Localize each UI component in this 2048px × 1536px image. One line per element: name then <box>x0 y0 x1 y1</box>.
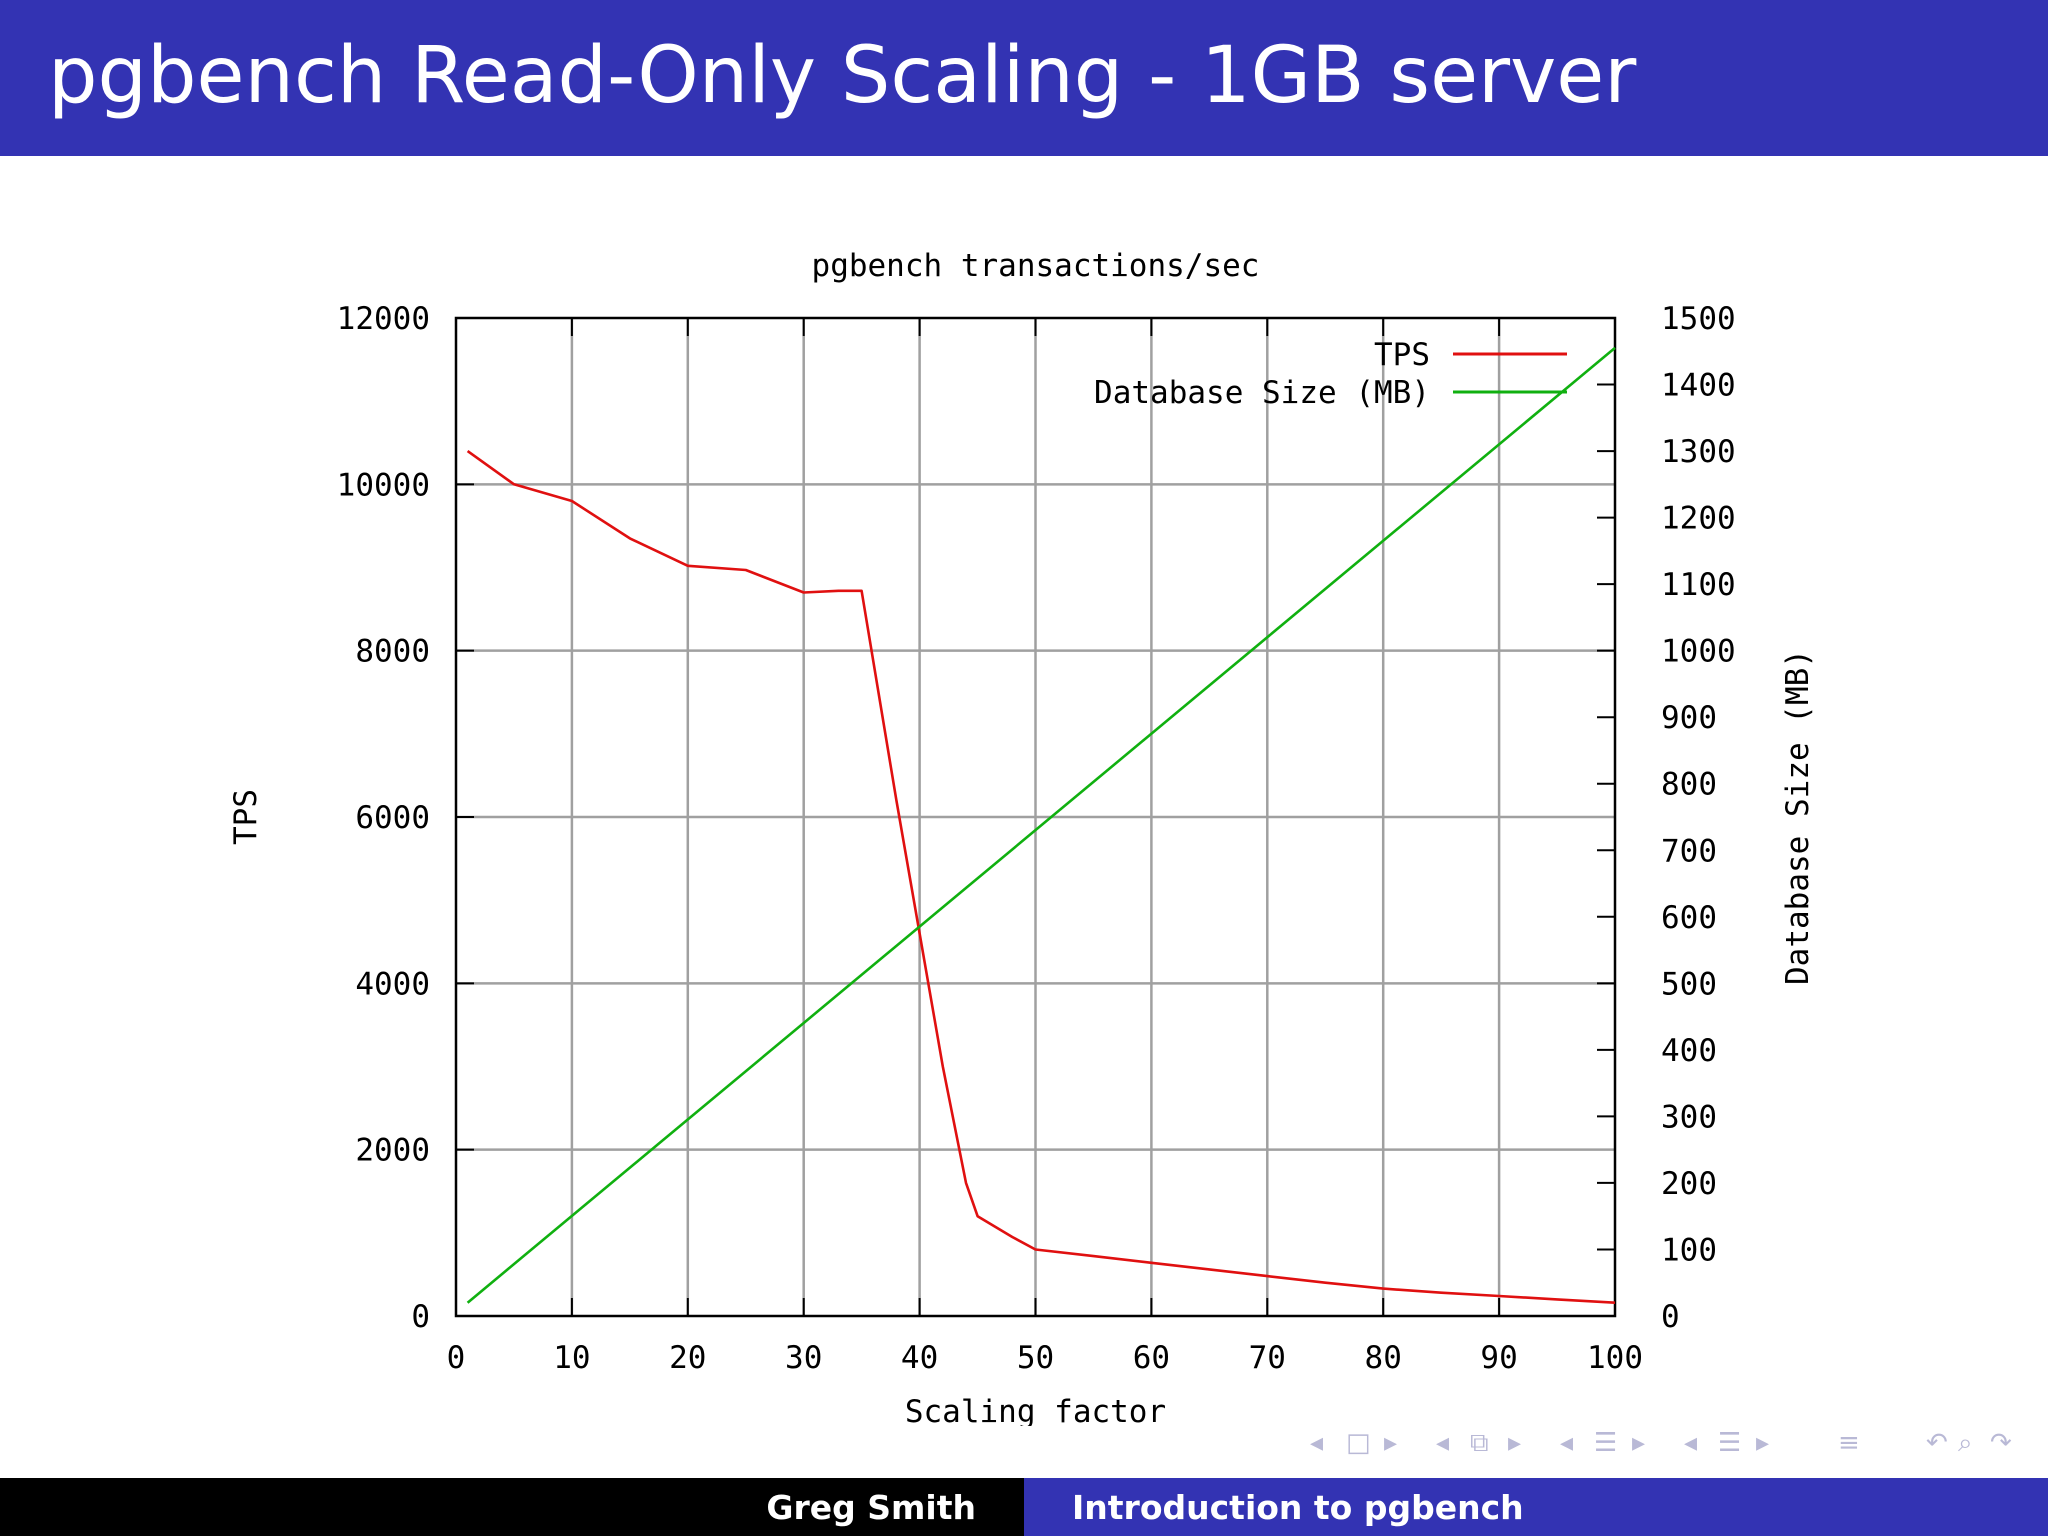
y2-tick-label: 1000 <box>1661 634 1736 670</box>
legend-label: TPS <box>1374 337 1430 373</box>
y2-tick-label: 1100 <box>1661 567 1736 603</box>
legend-label: Database Size (MB) <box>1094 375 1430 411</box>
slide-title: pgbench Read-Only Scaling - 1GB server <box>48 31 1637 121</box>
grid-lines <box>456 318 1615 1316</box>
y-tick-label: 6000 <box>355 800 430 836</box>
y-tick-label: 0 <box>411 1299 430 1335</box>
footer: Greg Smith Introduction to pgbench <box>0 1478 2048 1536</box>
x-tick-label: 10 <box>553 1340 590 1376</box>
nav-undo-icon[interactable]: ↶ <box>1926 1428 1948 1458</box>
x-tick-label: 90 <box>1480 1340 1517 1376</box>
nav-right-icon[interactable]: ▸ <box>1508 1428 1522 1458</box>
y-tick-label: 4000 <box>355 966 430 1002</box>
y2-tick-label: 400 <box>1661 1033 1717 1069</box>
x-tick-label: 30 <box>785 1340 822 1376</box>
nav-align-icon[interactable]: ≡ <box>1838 1428 1860 1458</box>
nav-left-icon[interactable]: ◂ <box>1560 1428 1574 1458</box>
y2-tick-label: 1400 <box>1661 368 1736 404</box>
nav-left-icon[interactable]: ◂ <box>1436 1428 1450 1458</box>
x-tick-label: 20 <box>669 1340 706 1376</box>
y2-tick-label: 200 <box>1661 1166 1717 1202</box>
y2-tick-label: 700 <box>1661 833 1717 869</box>
tps-series-line <box>466 450 1616 1304</box>
y2-tick-label: 500 <box>1661 966 1717 1002</box>
footer-title-panel: Introduction to pgbench <box>1024 1478 2048 1536</box>
nav-right-icon[interactable]: ▸ <box>1632 1428 1646 1458</box>
y2-tick-label: 1200 <box>1661 501 1736 537</box>
tick-marks <box>455 317 1616 1317</box>
x-axis-label: Scaling factor <box>905 1394 1166 1426</box>
x-tick-label: 70 <box>1249 1340 1286 1376</box>
navigation-controls: ◂ □ ▸ ◂ ⧉ ▸ ◂ ☰ ▸ ◂ ☰ ▸ ≡ ↶ ⌕ ↷ <box>1310 1428 2040 1468</box>
y-tick-label: 12000 <box>337 301 430 337</box>
x-tick-label: 100 <box>1587 1340 1643 1376</box>
y-tick-label: 2000 <box>355 1133 430 1169</box>
y2-tick-label: 300 <box>1661 1099 1717 1135</box>
nav-left-icon[interactable]: ◂ <box>1684 1428 1698 1458</box>
nav-left-icon[interactable]: ◂ <box>1310 1428 1324 1458</box>
series-lines <box>466 346 1616 1304</box>
nav-right-icon[interactable]: ▸ <box>1756 1428 1770 1458</box>
x-tick-label: 50 <box>1017 1340 1054 1376</box>
y2-tick-label: 100 <box>1661 1232 1717 1268</box>
db-size-series-line <box>466 346 1616 1304</box>
y-axis-label: TPS <box>228 789 264 845</box>
nav-section-icon[interactable]: ☰ <box>1718 1428 1742 1458</box>
y2-tick-label: 600 <box>1661 900 1717 936</box>
footer-talk-title: Introduction to pgbench <box>1072 1488 1524 1527</box>
nav-frame-icon[interactable]: □ <box>1346 1428 1371 1458</box>
y-tick-label: 10000 <box>337 467 430 503</box>
nav-right-icon[interactable]: ▸ <box>1384 1428 1398 1458</box>
y2-tick-label: 900 <box>1661 700 1717 736</box>
x-tick-label: 0 <box>447 1340 466 1376</box>
y2-tick-label: 0 <box>1661 1299 1680 1335</box>
nav-section-icon[interactable]: ☰ <box>1594 1428 1618 1458</box>
footer-author: Greg Smith <box>766 1488 976 1527</box>
y2-tick-label: 800 <box>1661 767 1717 803</box>
y2-axis-label: Database Size (MB) <box>1780 649 1816 985</box>
y-tick-label: 8000 <box>355 634 430 670</box>
tick-labels: 0 10 20 30 40 50 60 70 80 90 100020004000600080001… <box>337 301 1736 1376</box>
footer-author-panel: Greg Smith <box>0 1478 1024 1536</box>
y2-tick-label: 1500 <box>1661 301 1736 337</box>
x-tick-label: 80 <box>1365 1340 1402 1376</box>
y2-tick-label: 1300 <box>1661 434 1736 470</box>
plot-area <box>454 316 1617 1318</box>
nav-search-icon[interactable]: ⌕ <box>1958 1428 1973 1458</box>
nav-subsection-icon[interactable]: ⧉ <box>1470 1428 1489 1458</box>
nav-redo-icon[interactable]: ↷ <box>1990 1428 2012 1458</box>
x-tick-label: 40 <box>901 1340 938 1376</box>
tps-chart: 0 10 20 30 40 50 60 70 80 90 100020004000600080001… <box>228 248 1816 1426</box>
title-bar: pgbench Read-Only Scaling - 1GB server <box>0 0 2048 156</box>
chart-title: pgbench transactions/sec <box>812 248 1260 284</box>
x-tick-label: 60 <box>1133 1340 1170 1376</box>
